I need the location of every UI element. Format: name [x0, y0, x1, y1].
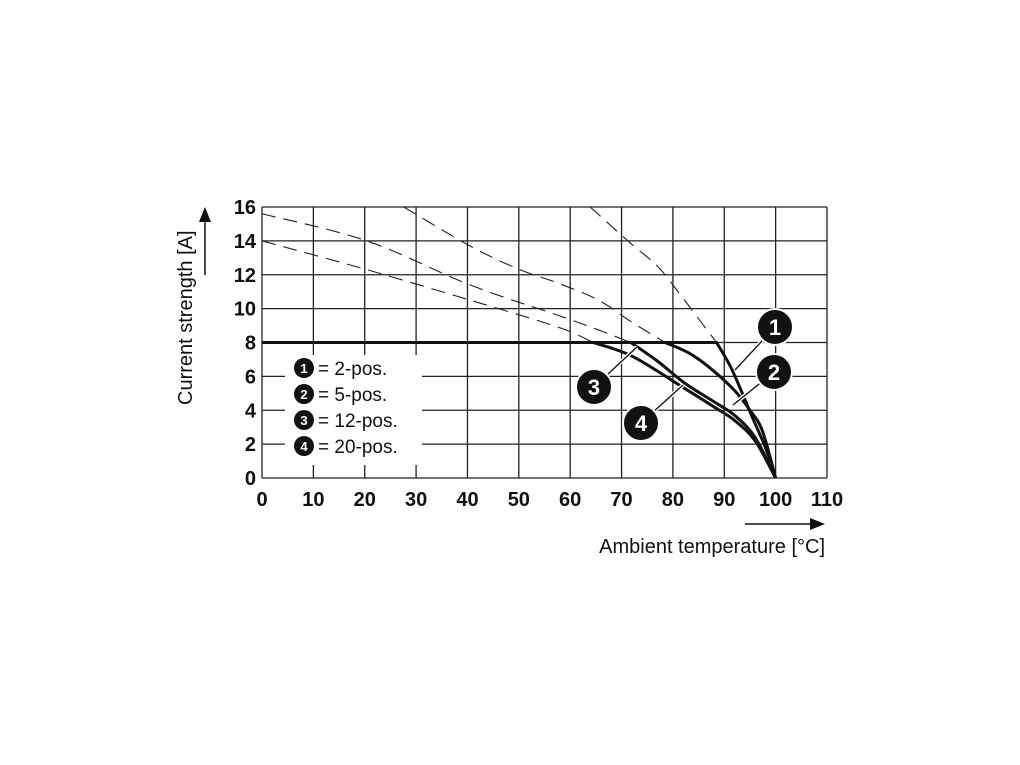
y-tick-label: 8 — [245, 333, 256, 355]
derating-curve-3 — [262, 341, 777, 479]
callout-number: 3 — [588, 375, 600, 400]
callout-number: 2 — [768, 360, 780, 385]
callouts: 1 2 3 4 — [575, 308, 794, 442]
x-tick-label: 10 — [302, 489, 324, 511]
x-tick-label: 100 — [759, 489, 792, 511]
legend-marker-number: 4 — [300, 439, 308, 454]
y-tick-label: 14 — [234, 231, 257, 253]
y-tick-label: 16 — [234, 197, 256, 219]
x-tick-label: 50 — [508, 489, 530, 511]
y-tick-label: 4 — [245, 400, 257, 422]
legend-marker-number: 3 — [300, 413, 307, 428]
y-tick-label: 2 — [245, 434, 256, 456]
x-tick-label: 20 — [354, 489, 376, 511]
legend-marker-1 — [294, 358, 314, 378]
dashed-curve-2 — [403, 206, 666, 343]
y-axis-label: Current strength [A] — [175, 230, 197, 405]
x-tick-label: 110 — [811, 489, 843, 511]
dashed-curve-4 — [261, 240, 594, 344]
y-axis-arrow — [199, 207, 211, 275]
legend-marker-2 — [294, 384, 314, 404]
legend-label-3: = 12-pos. — [318, 411, 398, 432]
derating-curve-2 — [262, 341, 778, 479]
x-axis-label: Ambient temperature [°C] — [599, 536, 825, 558]
y-tick-label: 0 — [245, 468, 256, 490]
x-tick-label: 0 — [256, 489, 267, 511]
legend-label-1: = 2-pos. — [318, 359, 387, 380]
legend-label-4: = 20-pos. — [318, 437, 398, 458]
legend-marker-3 — [294, 410, 314, 430]
x-tick-label: 90 — [713, 489, 735, 511]
callout-number: 1 — [769, 315, 781, 340]
legend-marker-number: 2 — [300, 387, 307, 402]
y-tick-label: 12 — [234, 265, 256, 287]
curves — [261, 206, 778, 479]
x-tick-label: 40 — [456, 489, 478, 511]
callout-number: 4 — [635, 411, 648, 436]
callout-marker-3 — [575, 368, 613, 406]
x-tick-label: 30 — [405, 489, 427, 511]
dashed-curve-1 — [589, 206, 718, 343]
y-tick-label: 10 — [234, 299, 256, 321]
legend: 1 = 2-pos. 2 = 5-pos. 3 = 12-pos. 4 = 20-pos. — [285, 355, 422, 465]
callout-marker-2 — [755, 353, 793, 391]
x-tick-label: 80 — [662, 489, 684, 511]
callout-marker-1 — [756, 308, 794, 346]
y-tick-label: 6 — [245, 366, 256, 388]
x-tick-label: 60 — [559, 489, 581, 511]
x-tick-label: 70 — [610, 489, 632, 511]
dashed-curve-3 — [261, 213, 631, 344]
legend-marker-number: 1 — [300, 361, 307, 376]
x-axis-arrow — [745, 518, 825, 530]
legend-label-2: = 5-pos. — [318, 385, 387, 406]
derating-curve-4 — [262, 341, 777, 479]
legend-marker-4 — [294, 436, 314, 456]
callout-marker-4 — [622, 404, 660, 442]
